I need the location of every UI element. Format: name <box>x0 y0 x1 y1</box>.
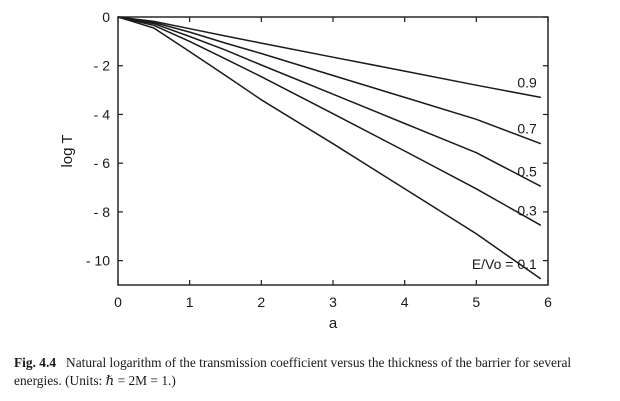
series-label-4: E/Vo = 0.1 <box>472 256 537 272</box>
y-tick-label: - 8 <box>94 204 111 220</box>
caption-label: Fig. 4.4 <box>14 355 57 370</box>
x-tick-label: 0 <box>114 294 122 310</box>
series-line-3 <box>117 16 542 226</box>
series-line-0 <box>117 16 541 99</box>
series-label-2: 0.5 <box>517 163 537 179</box>
series-label-1: 0.7 <box>517 121 537 137</box>
series-line-2 <box>117 16 542 187</box>
y-tick-label: - 10 <box>86 253 110 269</box>
series-line-1 <box>117 16 542 145</box>
series-label-3: 0.3 <box>517 202 537 218</box>
y-tick-label: - 2 <box>94 58 111 74</box>
x-axis-title: a <box>329 315 338 332</box>
x-tick-label: 1 <box>186 294 194 310</box>
axis-ticks <box>117 16 549 285</box>
y-axis-title: log T <box>59 134 76 167</box>
series-labels: 0.9 0.7 0.5 0.3 E/Vo = 0.1 <box>472 74 537 272</box>
x-tick-label: 2 <box>257 294 265 310</box>
x-tick-label: 4 <box>401 294 409 310</box>
x-tick-label: 5 <box>472 294 480 310</box>
transmission-chart: 0 1 2 3 4 5 6 0 - 2 - 4 - 6 - 8 - 10 0.9 0.7 0.5 0.3 E/… <box>59 9 552 332</box>
series-line-4 <box>117 16 542 280</box>
series-label-0: 0.9 <box>517 74 537 90</box>
y-tick-labels: 0 - 2 - 4 - 6 - 8 - 10 <box>86 9 110 269</box>
x-tick-label: 3 <box>329 294 337 310</box>
x-tick-label: 6 <box>544 294 552 310</box>
y-tick-label: 0 <box>102 9 110 25</box>
figure-caption: Fig. 4.4 Natural logarithm of the transmi… <box>14 354 614 390</box>
caption-text: Natural logarithm of the transmission co… <box>14 355 572 388</box>
y-tick-label: - 6 <box>94 155 111 171</box>
x-tick-labels: 0 1 2 3 4 5 6 <box>114 294 552 310</box>
y-tick-label: - 4 <box>94 106 111 122</box>
series-lines <box>117 16 542 280</box>
